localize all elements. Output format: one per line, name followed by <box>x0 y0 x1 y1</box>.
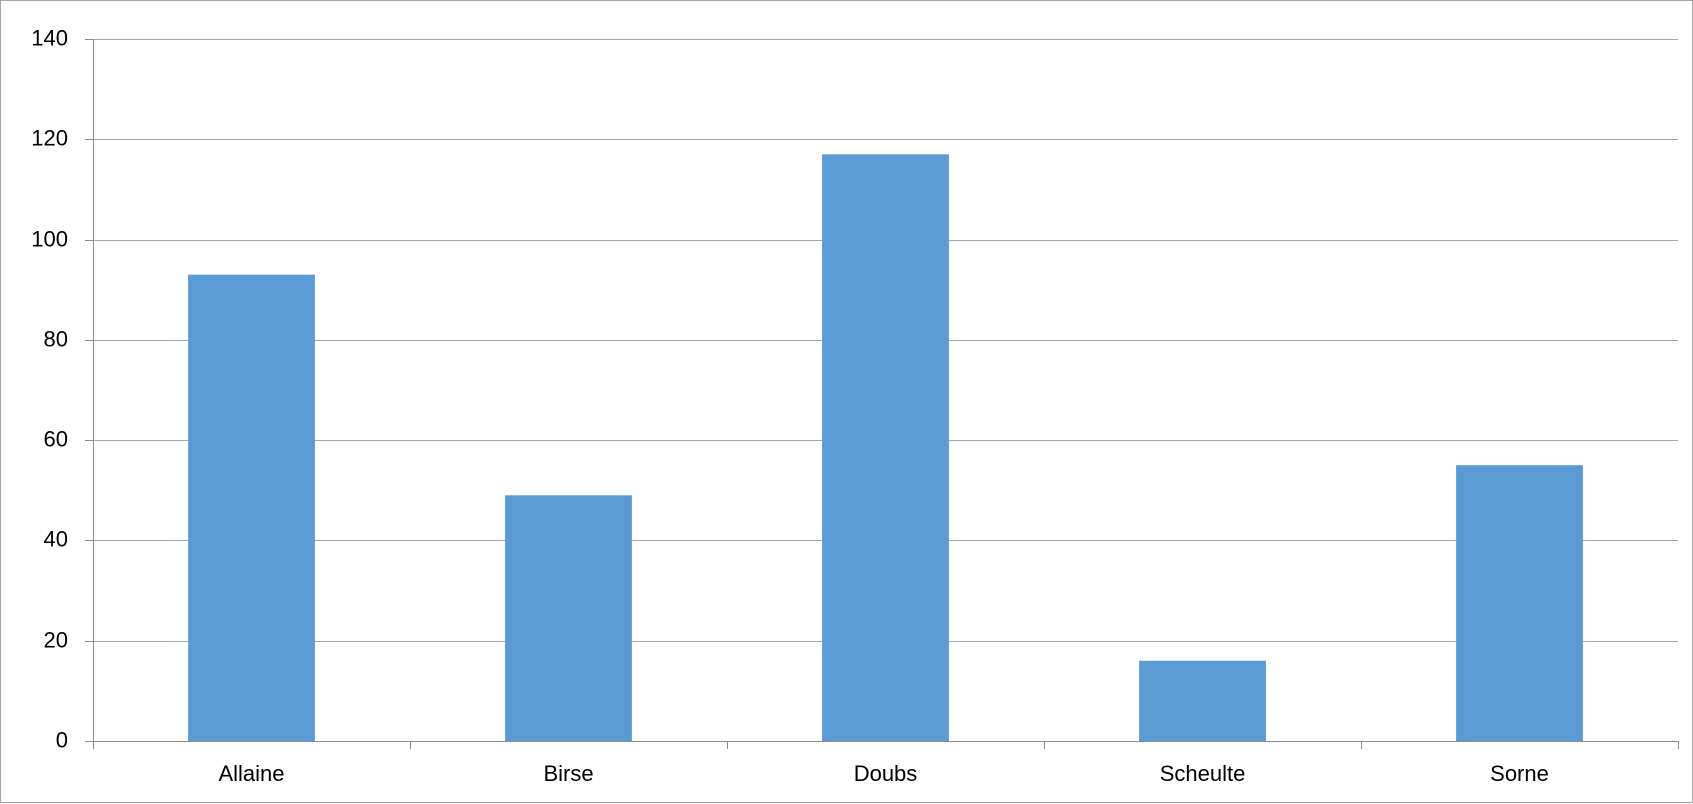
bar-doubs <box>822 154 949 742</box>
y-tick-label: 0 <box>56 727 68 752</box>
axes <box>85 39 1679 749</box>
y-tick-label: 60 <box>44 426 68 451</box>
y-tick-labels: 0 20 40 60 80 100 120 140 <box>31 25 68 752</box>
y-tick-label: 120 <box>31 125 68 150</box>
bar-scheulte <box>1139 660 1266 741</box>
bars <box>188 154 1583 742</box>
x-tick-label: Scheulte <box>1160 761 1246 786</box>
x-tick-label: Doubs <box>854 761 918 786</box>
x-tick-labels: Allaine Birse Doubs Scheulte Sorne <box>218 761 1548 786</box>
y-tick-label: 140 <box>31 25 68 50</box>
y-tick-label: 20 <box>44 627 68 652</box>
y-tick-label: 80 <box>44 326 68 351</box>
x-tick-label: Sorne <box>1490 761 1549 786</box>
bar-sorne <box>1456 465 1583 741</box>
bar-birse <box>505 495 632 741</box>
bar-allaine <box>188 274 315 741</box>
y-tick-label: 100 <box>31 226 68 251</box>
x-tick-label: Allaine <box>218 761 284 786</box>
x-tick-label: Birse <box>543 761 593 786</box>
y-tick-label: 40 <box>44 526 68 551</box>
